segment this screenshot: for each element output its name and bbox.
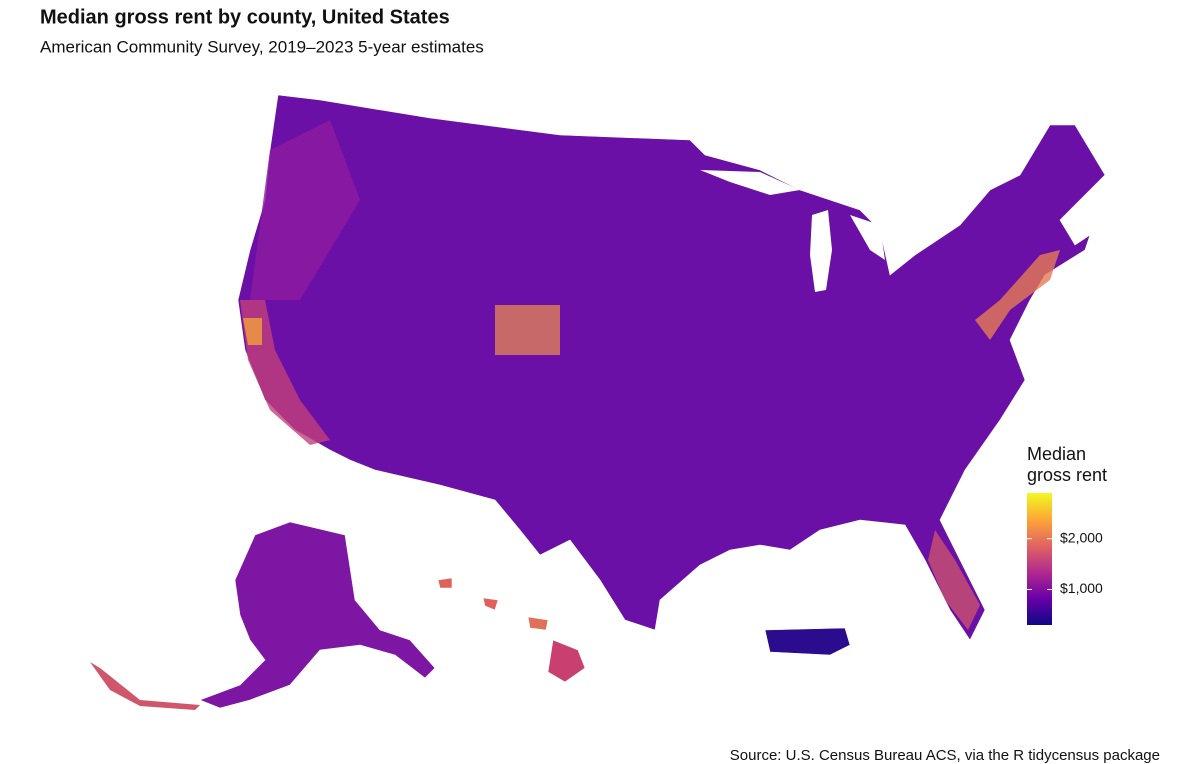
florida xyxy=(928,530,980,630)
hawaii-oahu xyxy=(482,597,499,611)
hawaii-big-island xyxy=(547,639,586,683)
caption: Source: U.S. Census Bureau ACS, via the … xyxy=(730,747,1160,764)
hawaii-kauai xyxy=(437,577,453,589)
hawaii-maui xyxy=(527,616,549,631)
color-bar xyxy=(1027,493,1052,625)
aleutians xyxy=(90,662,200,710)
alaska xyxy=(199,521,436,709)
map xyxy=(90,94,1106,710)
chart-title: Median gross rent by county, United Stat… xyxy=(40,6,450,28)
chart-subtitle: American Community Survey, 2019–2023 5-y… xyxy=(40,37,484,56)
northeast-corridor xyxy=(975,250,1060,340)
west-region xyxy=(250,120,360,300)
lake-superior xyxy=(700,170,800,195)
legend-tick-label: $1,000 xyxy=(1060,580,1103,596)
contiguous-us xyxy=(237,94,1106,641)
legend-tick-label: $2,000 xyxy=(1060,529,1103,545)
bay-area xyxy=(243,318,262,345)
california-coast xyxy=(240,300,330,445)
legend-title: Median gross rent xyxy=(1027,444,1108,485)
legend: $1,000 $2,000 xyxy=(1027,493,1103,625)
lake-michigan xyxy=(810,210,832,292)
lake-huron xyxy=(850,215,885,260)
colorado xyxy=(495,305,560,355)
puerto-rico xyxy=(764,627,851,656)
